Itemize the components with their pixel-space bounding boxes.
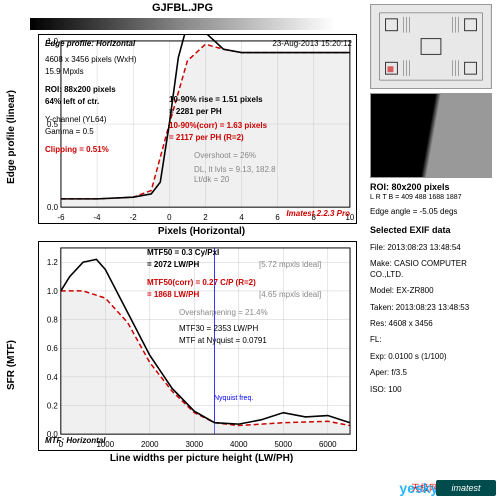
rise1: 10-90% rise = 1.51 pixels [169,95,263,105]
meta-res: 4608 x 3456 pixels (WxH) [45,55,137,65]
roi-label: ROI: 80x200 pixels [370,182,498,192]
meta-gamma: Gamma = 0.5 [45,127,94,137]
meta-mp: 15.9 Mpxls [45,67,84,77]
nyquist-label: Nyquist freq. [214,394,253,403]
mtf50c-1: MTF50(corr) = 0.27 C/P (R=2) [147,278,256,288]
edge-roi-thumbnail [370,93,492,178]
edge-angle: Edge angle = -5.05 degs [370,207,498,217]
exif-file: File: 2013:08:23 13:48:54 [370,243,498,253]
chart2-title: MTF: Horizontal [45,436,105,446]
svg-text:0: 0 [167,213,172,222]
timestamp: 23-Aug-2013 15:20:12 [272,39,352,49]
imatest-brand: Imatest 2.2.3 Pro [286,209,350,219]
svg-text:0.8: 0.8 [47,316,59,325]
mtf-nyq: MTF at Nyquist = 0.0791 [179,336,267,346]
svg-text:2000: 2000 [141,440,159,449]
exif-taken: Taken: 2013:08:23 13:48:53 [370,303,498,313]
chart1-title: Edge profile: Horizontal [45,39,135,49]
clipping: Clipping = 0.51% [45,145,109,155]
edge-profile-chart: -6-4-202468100.00.51.0 Edge profile: Hor… [38,34,357,224]
rise3: 10-90%(corr) = 1.63 pixels [169,121,267,131]
test-chart-thumbnail [370,4,492,89]
meta-ch: Y-channel (YL64) [45,115,107,125]
svg-text:0.0: 0.0 [47,203,59,212]
imatest-logo: imatest [436,480,496,496]
exif-aper: Aper: f/3.5 [370,368,498,378]
oversharp: Oversharpening = 21.4% [179,308,268,318]
mtf50-3: [5.72 mpxls ideal] [259,260,321,270]
mtf50c-2: = 1868 LW/PH [147,290,199,300]
svg-text:-4: -4 [94,213,102,222]
exif-res: Res: 4608 x 3456 [370,319,498,329]
svg-text:6: 6 [275,213,280,222]
svg-text:4: 4 [239,213,244,222]
mtf50-2: = 2072 LW/PH [147,260,199,270]
svg-text:3000: 3000 [186,440,204,449]
mtf30: MTF30 = 2353 LW/PH [179,324,258,334]
svg-text:2: 2 [203,213,207,222]
svg-text:0.4: 0.4 [47,373,59,382]
dl-levels: DL, lt lvls = 9.13, 182.8 [194,165,276,175]
chart1-xlabel: Pixels (Horizontal) [38,226,365,237]
svg-text:1.0: 1.0 [47,287,59,296]
ltdk: Lt/dk = 20 [194,175,229,185]
exif-iso: ISO: 100 [370,385,498,395]
exif-title: Selected EXIF data [370,225,498,237]
rise2: = 2281 per PH [169,107,222,117]
exif-fl: FL: [370,335,498,345]
svg-text:5000: 5000 [274,440,292,449]
chart2-xlabel: Line widths per picture height (LW/PH) [38,453,365,464]
file-title: GJFBL.JPG [0,0,365,16]
exif-exp: Exp: 0.0100 s (1/100) [370,352,498,362]
svg-text:6000: 6000 [319,440,337,449]
svg-text:-2: -2 [130,213,137,222]
lrtb: L R T B = 409 488 1688 1887 [370,194,498,201]
svg-text:-6: -6 [57,213,65,222]
chart2-ylabel: SFR (MTF) [6,340,17,390]
chart1-ylabel: Edge profile (linear) [6,90,17,184]
overshoot: Overshoot = 26% [194,151,256,161]
mtf50-1: MTF50 = 0.3 Cy/Pxl [147,248,219,258]
meta-roi: ROI: 88x200 pixels [45,85,116,95]
exif-model: Model: EX-ZR800 [370,286,498,296]
mtf50c-3: [4.65 mpxls ideal] [259,290,321,300]
exif-make: Make: CASIO COMPUTER CO.,LTD. [370,259,498,280]
meta-pos: 64% left of ctr. [45,97,99,107]
gradient-bar [30,18,335,30]
svg-text:0.2: 0.2 [47,401,58,410]
svg-text:0.6: 0.6 [47,344,59,353]
svg-text:1.2: 1.2 [47,258,58,267]
svg-text:4000: 4000 [230,440,248,449]
rise4: = 2117 per PH (R=2) [169,133,244,143]
mtf-chart: 01000200030004000500060000.00.20.40.60.8… [38,241,357,451]
